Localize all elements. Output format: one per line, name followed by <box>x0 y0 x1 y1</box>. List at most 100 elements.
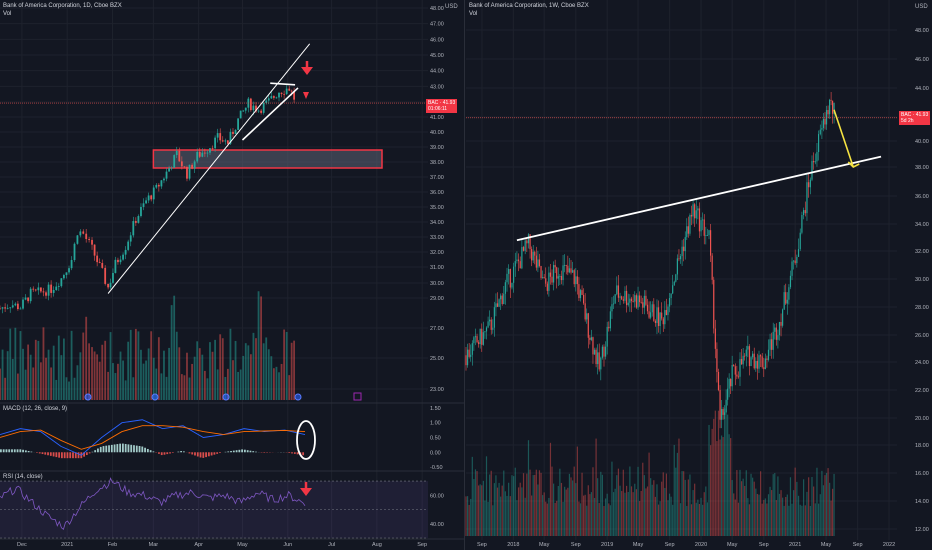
weekly-volume-bar <box>670 496 672 536</box>
daily-candle-body <box>242 110 245 112</box>
weekly-volume-bar <box>466 496 469 536</box>
macd-histogram-bar <box>122 443 124 453</box>
weekly-candle-body <box>827 110 829 115</box>
weekly-volume-bar <box>629 466 631 536</box>
weekly-candle-body <box>506 273 508 283</box>
weekly-candle-body <box>717 371 720 391</box>
weekly-volume-bar <box>639 501 641 536</box>
right-y-tick: 30.00 <box>915 277 929 283</box>
weekly-candle-body <box>508 268 510 274</box>
weekly-candle-body <box>786 299 788 304</box>
weekly-volume-bar <box>794 467 796 536</box>
weekly-candle-body <box>789 275 792 288</box>
right-y-tick: 40.00 <box>915 139 929 145</box>
weekly-volume-bar <box>565 489 567 536</box>
weekly-candle-body <box>490 319 492 330</box>
weekly-candle-body <box>573 270 575 285</box>
left-y-tick: 32.00 <box>430 250 444 256</box>
right-y-tick: 38.00 <box>915 165 929 171</box>
weekly-candle-body <box>640 302 642 303</box>
rsi-line <box>0 477 306 530</box>
weekly-volume-bar <box>559 468 561 536</box>
weekly-volume-bar <box>560 482 563 536</box>
daily-volume-bar <box>114 373 117 400</box>
macd-label: MACD (12, 26, close, 9) <box>3 406 68 412</box>
weekly-candle-body <box>484 331 486 333</box>
weekly-volume-bar <box>708 424 710 536</box>
left-y-tick: 30.00 <box>430 281 444 287</box>
weekly-candle-body <box>753 353 755 369</box>
weekly-volume-bar <box>764 498 766 536</box>
left-price-tag: BAC · 41.93 01:06:11 <box>426 99 458 113</box>
left-y-tick: 27.00 <box>430 326 444 332</box>
weekly-volume-bar <box>496 487 499 536</box>
weekly-volume-bar <box>656 484 658 536</box>
weekly-volume-bar <box>471 456 473 536</box>
weekly-volume-bar <box>521 487 523 536</box>
daily-candle-body <box>85 233 88 240</box>
weekly-volume-bar <box>473 479 475 536</box>
macd-y-tick: 1.00 <box>430 421 441 427</box>
weekly-volume-bar <box>603 505 605 536</box>
left-x-tick: 2021 <box>61 542 73 548</box>
weekly-volume-bar <box>814 503 816 536</box>
weekly-volume-bar <box>706 502 709 536</box>
weekly-candle-body <box>831 100 834 114</box>
weekly-candle-body <box>485 327 488 332</box>
weekly-candle-body <box>709 230 712 256</box>
weekly-candle-body <box>648 311 650 318</box>
daily-volume-bar <box>272 368 275 400</box>
right-y-tick: 36.00 <box>915 194 929 200</box>
weekly-candle-body <box>619 296 621 298</box>
weekly-candle-body <box>600 357 602 370</box>
weekly-volume-bar <box>737 502 740 536</box>
weekly-candle-body <box>659 312 661 327</box>
weekly-volume-bar <box>831 488 834 536</box>
weekly-volume-bar <box>816 467 818 536</box>
weekly-volume-bar <box>687 479 689 536</box>
daily-volume-bar <box>283 329 286 400</box>
daily-volume-bar <box>79 352 82 400</box>
daily-candle-body <box>288 88 291 91</box>
weekly-candle-body <box>557 276 559 279</box>
macd-histogram-bar <box>30 451 33 453</box>
daily-candle-body <box>0 308 1 310</box>
daily-candle-body <box>180 161 183 167</box>
macd-histogram-bar <box>102 446 105 453</box>
daily-candle-body <box>168 168 170 172</box>
weekly-candle-body <box>479 328 481 345</box>
weekly-candle-body <box>545 278 547 284</box>
rsi-y-tick: 60.00 <box>430 493 444 499</box>
weekly-candle-body <box>635 295 638 308</box>
weekly-volume-bar <box>758 494 760 536</box>
weekly-candle-body <box>661 312 663 319</box>
weekly-candle-body <box>792 260 795 262</box>
weekly-candle-body <box>629 298 631 303</box>
weekly-volume-bar <box>786 494 788 536</box>
weekly-volume-bar <box>646 486 649 536</box>
daily-volume-bar <box>42 327 45 400</box>
right-x-tick: May <box>821 542 832 548</box>
daily-candle-body <box>112 272 114 283</box>
weekly-volume-bar <box>645 488 647 536</box>
daily-volume-bar <box>152 357 155 400</box>
right-y-tick: 14.00 <box>915 499 929 505</box>
weekly-candle-body <box>706 235 709 236</box>
weekly-candle-body <box>822 118 825 129</box>
daily-candle-body <box>216 133 219 138</box>
weekly-candle-body <box>575 276 577 285</box>
weekly-candle-body <box>737 376 740 378</box>
weekly-volume-bar <box>617 468 620 536</box>
daily-candle-body <box>145 200 147 204</box>
daily-volume-bar <box>68 381 70 400</box>
weekly-candle-body <box>535 255 537 268</box>
daily-volume-bar <box>216 369 219 400</box>
daily-candle-body <box>127 241 130 250</box>
left-y-tick: 47.00 <box>430 22 444 28</box>
macd-histogram-bar <box>99 446 102 453</box>
weekly-volume-bar <box>673 444 675 536</box>
daily-candle-body <box>262 103 265 113</box>
weekly-candle-body <box>725 399 727 413</box>
weekly-volume-bar <box>650 478 652 536</box>
weekly-volume-bar <box>775 500 777 536</box>
